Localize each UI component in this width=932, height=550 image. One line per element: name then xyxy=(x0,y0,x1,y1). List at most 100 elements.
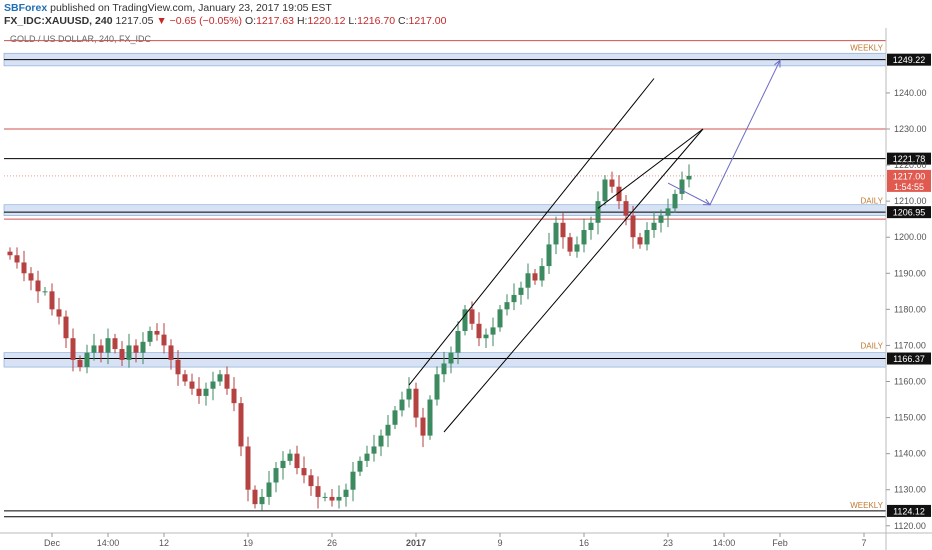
chart-header: SBForex published on TradingView.com, Ja… xyxy=(0,0,932,28)
projection-arrow-line xyxy=(667,182,711,206)
candle-body xyxy=(595,201,601,223)
candle-body xyxy=(91,345,97,353)
candle-body xyxy=(497,309,503,328)
level-tag-label: 1166.37 xyxy=(893,354,925,364)
last-price: 1217.05 xyxy=(115,15,154,27)
channel-line xyxy=(443,128,704,433)
candle-body xyxy=(630,215,636,238)
candle-body xyxy=(105,338,111,353)
countdown-label: 1:54:55 xyxy=(894,182,924,192)
price-chart[interactable]: GOLD / US DOLLAR, 240, FX_IDC 1249.22 WEE… xyxy=(0,28,932,550)
x-tick-label: 16 xyxy=(579,538,589,548)
low-value: 1216.70 xyxy=(357,15,396,27)
x-tick-label: Feb xyxy=(772,538,788,548)
candle-body xyxy=(273,468,279,483)
candle-body xyxy=(210,381,216,389)
y-tick-label: 1170.00 xyxy=(894,340,926,350)
open-value: 1217.63 xyxy=(256,15,295,27)
candle-body xyxy=(56,309,62,317)
y-tick-label: 1190.00 xyxy=(894,268,926,278)
candle-body xyxy=(35,280,41,292)
publisher-name[interactable]: SBForex xyxy=(4,2,48,14)
x-tick-label: 2017 xyxy=(406,538,426,548)
candle-body xyxy=(644,230,650,245)
y-tick-label: 1200.00 xyxy=(894,232,927,242)
x-tick-label: 12 xyxy=(159,538,169,548)
projection-arrowhead xyxy=(774,59,781,68)
y-tick-label: 1150.00 xyxy=(894,413,926,423)
candle-body xyxy=(665,208,671,216)
candle-body xyxy=(119,349,125,360)
y-tick-label: 1130.00 xyxy=(894,485,926,495)
candle-body xyxy=(553,222,559,245)
candle-body xyxy=(350,471,356,490)
candle-body xyxy=(203,388,209,396)
x-tick-label: 14:00 xyxy=(97,538,120,548)
candle-body xyxy=(182,374,188,382)
candle-body xyxy=(42,291,48,293)
candle-body xyxy=(371,446,377,454)
candle-body xyxy=(266,482,272,497)
candle-body xyxy=(532,273,538,281)
candle-body xyxy=(70,338,76,360)
candle-body xyxy=(623,201,629,216)
candle-body xyxy=(588,222,594,230)
candle-body xyxy=(616,186,622,202)
x-tick-label: 9 xyxy=(497,538,502,548)
zones-layer xyxy=(3,52,887,368)
candle-body xyxy=(392,410,398,425)
y-tick-label: 1220.00 xyxy=(894,160,927,170)
y-tick-label: 1160.00 xyxy=(894,377,926,387)
y-axis: 1120.00 1130.00 1140.00 1150.00 1160.00 1170.… xyxy=(885,28,927,550)
published-text: published on TradingView.com, January 23… xyxy=(47,2,332,14)
candle-body xyxy=(112,338,118,350)
zone-label: DAILY xyxy=(860,197,883,206)
zone-label: WEEKLY xyxy=(850,43,883,52)
candle-body xyxy=(329,496,335,501)
level-tag xyxy=(887,352,931,365)
drawings-layer xyxy=(408,59,781,433)
candle-body xyxy=(469,309,475,324)
candle-body xyxy=(14,255,20,263)
candle-body xyxy=(287,453,293,461)
candle-body xyxy=(518,287,524,295)
x-tick-label: 23 xyxy=(663,538,673,548)
candle-body xyxy=(196,388,202,396)
open-label: O: xyxy=(244,15,257,27)
x-axis: Dec 14:00 12 19 26 2017 9 16 23 14:00 Feb 7 xyxy=(0,532,932,548)
x-tick-label: 19 xyxy=(243,538,253,548)
candle-body xyxy=(483,334,489,339)
zone-label: WEEKLY xyxy=(850,501,883,510)
candle-body xyxy=(413,388,419,418)
x-tick-label: Dec xyxy=(44,538,61,548)
level-tag xyxy=(887,53,931,66)
level-tag xyxy=(887,206,931,219)
candle-body xyxy=(490,327,496,335)
candles-layer xyxy=(7,164,692,511)
candle-body xyxy=(427,399,433,436)
candle-body xyxy=(224,374,230,389)
level-tag-label: 1249.22 xyxy=(893,55,926,65)
candle-body xyxy=(301,468,307,476)
candle-body xyxy=(455,331,461,353)
current-price-label: 1217.00 xyxy=(893,171,926,181)
candle-body xyxy=(259,496,265,505)
candle-body xyxy=(245,446,251,490)
candle-body xyxy=(161,334,167,346)
symbol-label: FX_IDC:XAUUSD, 240 xyxy=(4,15,113,27)
channel-line xyxy=(597,128,704,209)
candle-body xyxy=(63,316,69,339)
candle-body xyxy=(280,460,286,469)
current-price-tag xyxy=(887,169,931,192)
candle-body xyxy=(504,302,510,310)
close-label: C: xyxy=(398,15,409,27)
level-tag-label: 1221.78 xyxy=(893,154,926,164)
level-tag-label: 1206.95 xyxy=(893,208,926,218)
high-label: H: xyxy=(296,15,308,27)
level-tag xyxy=(887,504,931,517)
channel-line xyxy=(408,78,655,386)
y-tick-label: 1230.00 xyxy=(894,124,927,134)
candle-body xyxy=(175,359,181,375)
y-tick-label: 1120.00 xyxy=(894,521,926,531)
candle-body xyxy=(539,266,545,281)
